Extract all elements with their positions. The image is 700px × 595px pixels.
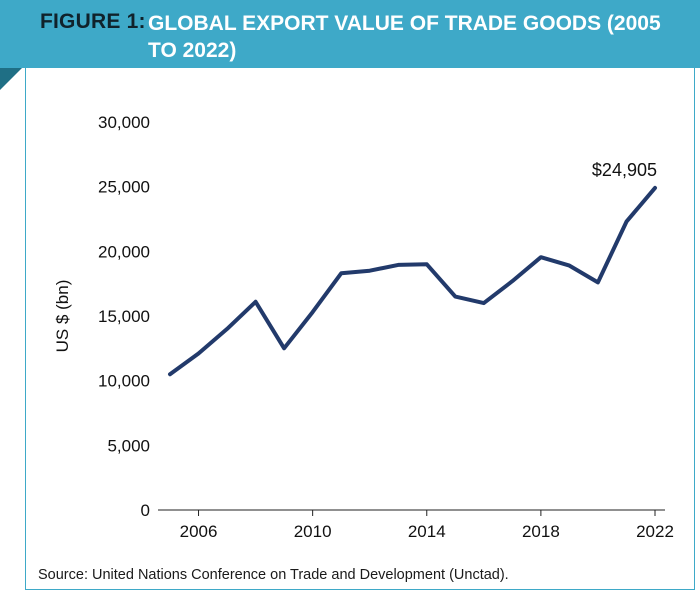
- figure-label: FIGURE 1:: [40, 10, 146, 33]
- x-tick-label: 2006: [180, 522, 218, 541]
- y-tick-label: 20,000: [98, 242, 150, 261]
- y-axis-ticks: 0 5,000 10,000 15,000 20,000 25,000 30,000: [98, 113, 150, 520]
- x-tick-label: 2018: [522, 522, 560, 541]
- data-label: $24,905: [592, 160, 657, 180]
- source-note: Source: United Nations Conference on Tra…: [38, 567, 509, 583]
- y-tick-label: 30,000: [98, 113, 150, 132]
- y-tick-label: 10,000: [98, 372, 150, 391]
- figure-header: [0, 0, 700, 68]
- y-tick-label: 5,000: [107, 436, 150, 455]
- figure-title: GLOBAL EXPORT VALUE OF TRADE GOODS (2005…: [148, 12, 661, 62]
- y-tick-label: 15,000: [98, 307, 150, 326]
- series-group: [168, 185, 657, 377]
- y-axis-label: US $ (bn): [53, 280, 72, 353]
- x-axis-ticks: 2006 2010 2014 2018 2022: [180, 510, 674, 541]
- x-tick-label: 2010: [294, 522, 332, 541]
- chart-panel: [25, 68, 695, 590]
- y-tick-label: 0: [141, 501, 150, 520]
- series-line: [168, 185, 657, 377]
- x-tick-label: 2022: [636, 522, 674, 541]
- y-tick-label: 25,000: [98, 178, 150, 197]
- header-fold: [0, 68, 22, 90]
- x-tick-label: 2014: [408, 522, 446, 541]
- annotations: $24,905: [592, 160, 657, 180]
